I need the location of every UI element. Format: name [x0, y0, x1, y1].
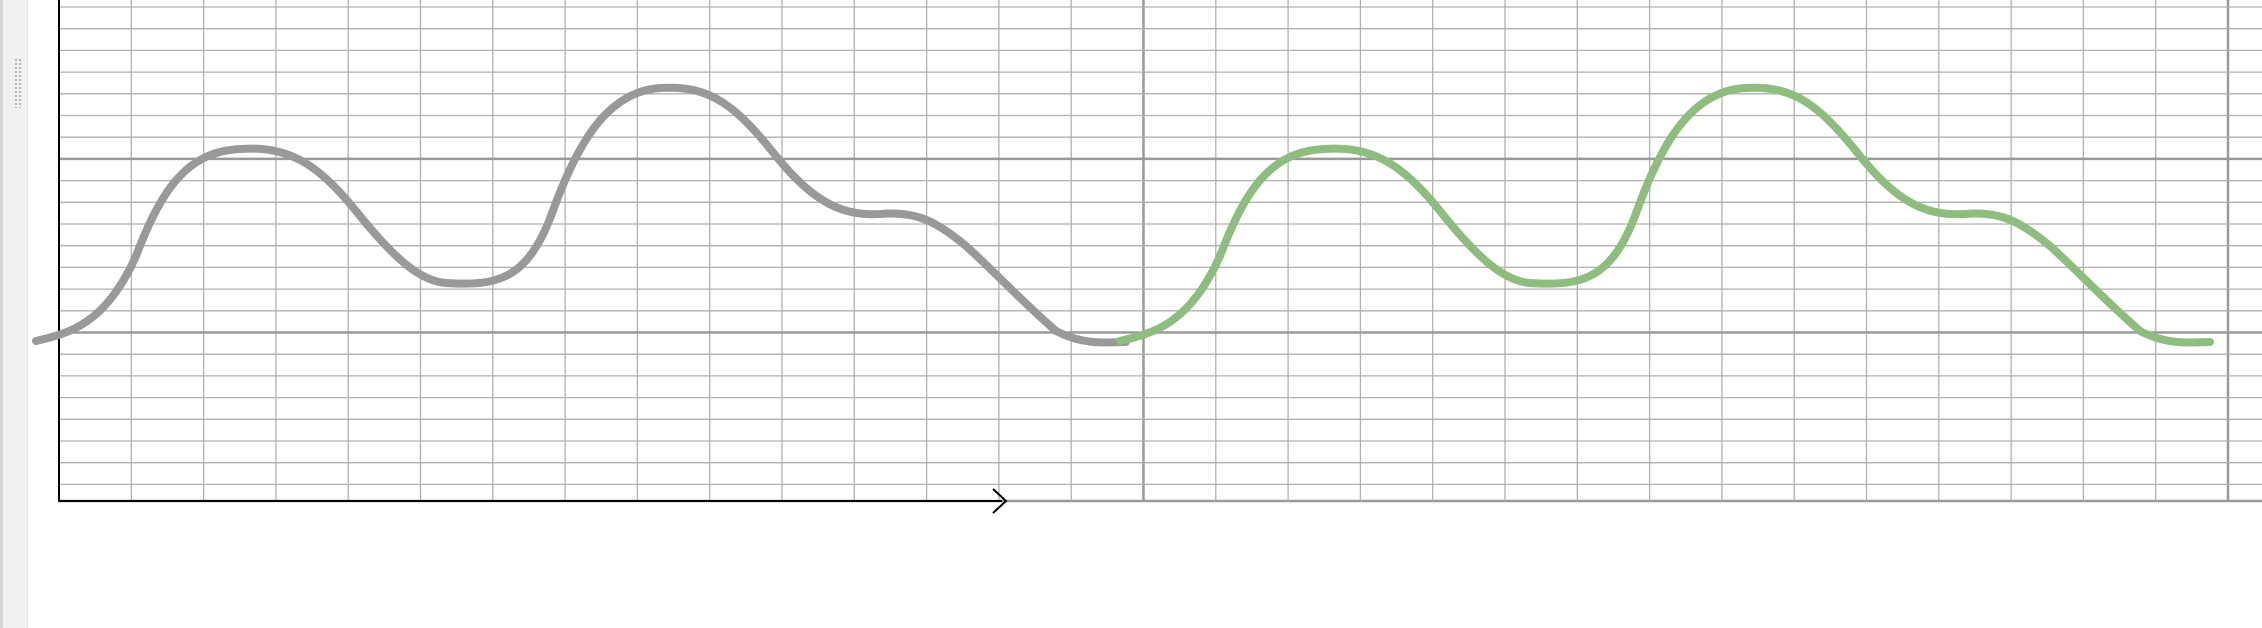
waveform-repeat: [1116, 83, 2214, 347]
waveform-original: [32, 83, 1130, 347]
waveforms: [32, 83, 2214, 347]
side-panel: [0, 0, 28, 628]
arrow-right-icon: [992, 488, 1008, 514]
panel-border: [0, 0, 3, 628]
drag-handle-icon[interactable]: [14, 58, 22, 108]
grid: [59, 0, 2262, 503]
axes: [58, 0, 1008, 514]
